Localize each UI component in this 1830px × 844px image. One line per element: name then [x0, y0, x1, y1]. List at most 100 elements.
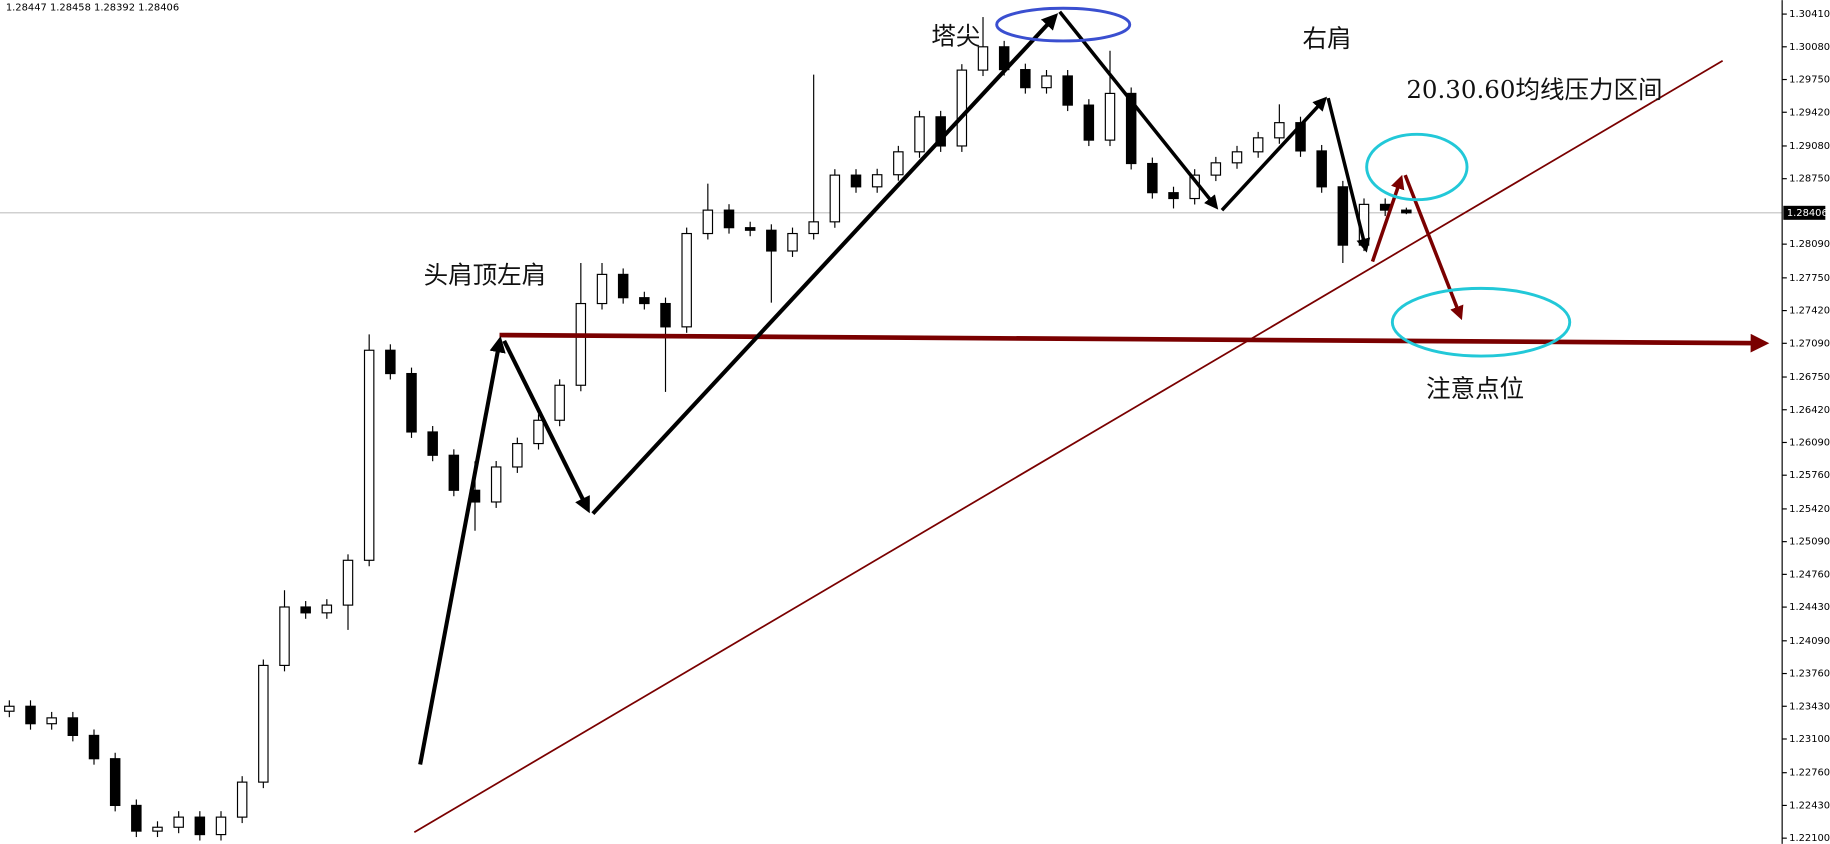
trend-line: [413, 60, 1724, 833]
y-tick-label: 1.26090: [1789, 437, 1830, 448]
candle-body: [427, 431, 438, 456]
candle-body: [1379, 203, 1391, 211]
candle-body: [1252, 137, 1264, 153]
current-price-label: 1.28406: [1787, 208, 1828, 219]
candle-body: [681, 232, 692, 328]
candle-body: [406, 372, 417, 433]
arrow: [1058, 10, 1219, 210]
candle-body: [1210, 162, 1222, 176]
candle-body: [1231, 151, 1243, 164]
candle-body: [88, 734, 100, 760]
y-tick-label: 1.24430: [1789, 602, 1830, 613]
y-tick-label: 1.25090: [1789, 537, 1830, 548]
candle-body: [1316, 150, 1327, 188]
candle-body: [1401, 209, 1412, 214]
candle-body: [702, 209, 714, 235]
y-tick-label: 1.24090: [1789, 636, 1830, 647]
candle-body: [1274, 122, 1285, 139]
candle-body: [512, 442, 523, 468]
candle-body: [4, 705, 15, 712]
candle-body: [363, 349, 375, 561]
highlight-ellipse: [1365, 132, 1469, 202]
current-price-box: [1783, 205, 1826, 220]
annotation: 塔尖: [931, 21, 980, 50]
candle-body: [1337, 186, 1349, 246]
candle-body: [258, 664, 269, 783]
y-tick-label: 1.30080: [1789, 42, 1830, 53]
y-tick-label: 1.29420: [1789, 107, 1830, 118]
annotation: 注意点位: [1426, 374, 1524, 403]
candle-body: [1062, 75, 1073, 106]
candle-body: [1104, 92, 1116, 141]
candle-body: [956, 69, 968, 147]
candle-body: [1020, 69, 1031, 89]
candle-body: [787, 232, 798, 252]
candle-body: [766, 229, 777, 252]
y-tick-label: 1.23760: [1789, 669, 1830, 680]
y-tick-label: 1.29750: [1789, 75, 1830, 86]
candle-body: [490, 466, 502, 503]
y-tick-label: 1.22760: [1789, 768, 1830, 779]
y-tick-label: 1.23100: [1789, 734, 1830, 745]
candle-body: [808, 221, 819, 235]
y-tick-label: 1.28750: [1789, 174, 1830, 185]
arrow: [418, 336, 506, 765]
y-tick-label: 1.25760: [1789, 470, 1830, 481]
annotation: 右肩: [1302, 24, 1351, 53]
arrow: [591, 13, 1059, 516]
arrow: [1370, 174, 1405, 263]
candle-body: [893, 151, 904, 176]
candle-body: [1168, 192, 1179, 200]
candle-body: [1147, 162, 1158, 194]
candle-body: [744, 227, 756, 231]
candle-body: [385, 349, 396, 375]
candle-body: [1125, 92, 1137, 165]
y-tick-label: 1.28090: [1789, 239, 1830, 250]
candle-body: [850, 174, 862, 188]
candle-body: [152, 826, 163, 832]
annotation: 头肩顶左肩: [424, 261, 546, 290]
y-tick-label: 1.26420: [1789, 405, 1830, 416]
highlight-ellipse: [995, 6, 1132, 43]
arrow: [1220, 96, 1328, 212]
y-tick-label: 1.22430: [1789, 800, 1830, 811]
y-tick-label: 1.29080: [1789, 141, 1830, 152]
candle-body: [914, 116, 925, 153]
candle-body: [194, 816, 206, 836]
candle-body: [215, 816, 227, 836]
candle-body: [871, 174, 883, 188]
header: 1.28447 1.28458 1.28392 1.28406: [6, 3, 179, 14]
candle-body: [448, 454, 460, 491]
highlight-ellipse: [1390, 286, 1572, 358]
annotation: 20.30.60均线压力区间: [1406, 75, 1662, 104]
candle-body: [617, 273, 629, 299]
candle-body: [236, 781, 248, 818]
candle-body: [554, 384, 565, 421]
candle-body: [67, 717, 79, 736]
y-tick-label: 1.27420: [1789, 306, 1830, 317]
y-tick-label: 1.25420: [1789, 504, 1830, 515]
candle-body: [575, 302, 587, 386]
candle-body: [109, 758, 121, 807]
y-tick-label: 1.23430: [1789, 701, 1830, 712]
arrow: [1326, 97, 1371, 253]
annotations: 塔尖 右肩 头肩顶左肩 20.30.60均线压力区间 注意点位: [413, 6, 1770, 833]
y-tick-label: 1.22100: [1789, 833, 1830, 844]
candle-body: [829, 174, 841, 223]
candle-body: [25, 705, 36, 725]
candle-body: [279, 606, 290, 666]
candle-body: [977, 46, 989, 71]
candle-body: [46, 717, 57, 725]
y-tick-label: 1.26750: [1789, 372, 1830, 383]
y-tick-label: 1.27090: [1789, 338, 1830, 349]
candle-body: [723, 209, 735, 229]
y-tick-label: 1.24760: [1789, 569, 1830, 580]
arrow: [502, 339, 590, 514]
candle-body: [300, 606, 311, 614]
candle-body: [639, 297, 650, 305]
y-tick-label: 1.30410: [1789, 9, 1830, 20]
candle-body: [596, 273, 608, 305]
candle-body: [1295, 122, 1306, 152]
candle-body: [1041, 75, 1052, 89]
